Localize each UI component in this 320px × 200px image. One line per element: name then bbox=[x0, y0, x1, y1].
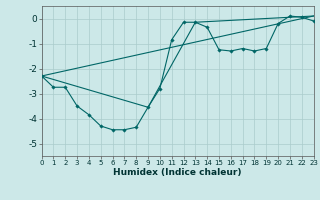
X-axis label: Humidex (Indice chaleur): Humidex (Indice chaleur) bbox=[113, 168, 242, 177]
